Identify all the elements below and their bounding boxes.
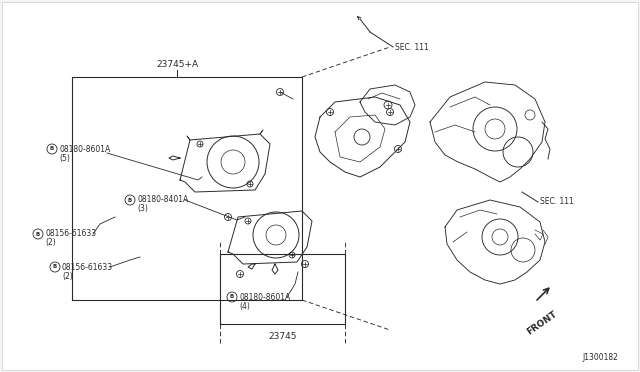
Text: 08156-61633: 08156-61633 <box>45 230 96 238</box>
Text: (2): (2) <box>45 238 56 247</box>
Text: 23745: 23745 <box>268 332 297 341</box>
Text: 23745+A: 23745+A <box>156 60 198 69</box>
Text: B: B <box>53 264 57 269</box>
Text: SEC. 111: SEC. 111 <box>540 198 573 206</box>
Text: B: B <box>50 147 54 151</box>
Text: B: B <box>128 198 132 202</box>
Text: FRONT: FRONT <box>525 309 559 336</box>
Text: 08180-8401A: 08180-8401A <box>137 196 188 205</box>
Text: 08180-8601A: 08180-8601A <box>59 144 110 154</box>
Text: (5): (5) <box>59 154 70 163</box>
Text: J1300182: J1300182 <box>582 353 618 362</box>
Text: (2): (2) <box>62 272 73 280</box>
Text: SEC. 111: SEC. 111 <box>395 42 429 51</box>
Text: B: B <box>36 231 40 237</box>
Text: (4): (4) <box>239 301 250 311</box>
Text: (3): (3) <box>137 205 148 214</box>
Text: B: B <box>230 295 234 299</box>
Text: 08156-61633: 08156-61633 <box>62 263 113 272</box>
Text: 08180-8601A: 08180-8601A <box>239 292 291 301</box>
